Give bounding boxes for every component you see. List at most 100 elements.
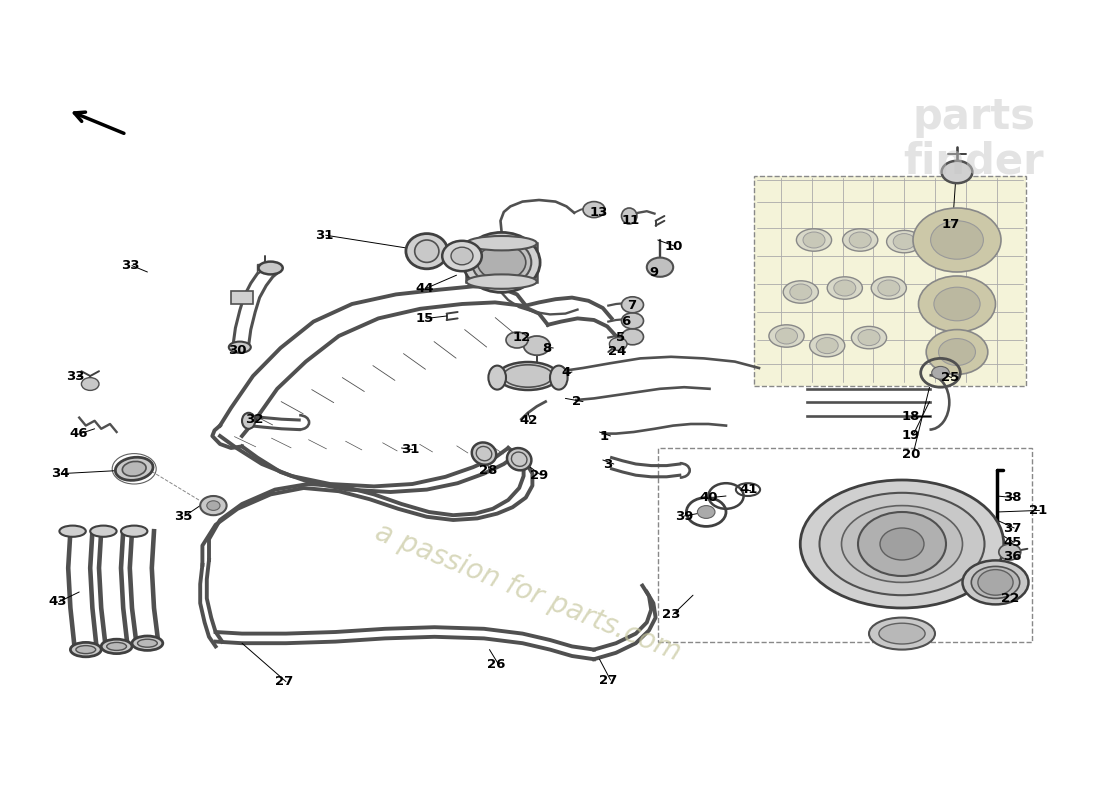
Circle shape xyxy=(583,202,605,218)
Text: 1: 1 xyxy=(600,430,608,442)
Ellipse shape xyxy=(842,506,962,582)
Ellipse shape xyxy=(851,326,887,349)
Text: 38: 38 xyxy=(1003,491,1022,504)
Bar xyxy=(466,243,537,282)
Ellipse shape xyxy=(59,526,86,537)
Ellipse shape xyxy=(121,526,147,537)
Ellipse shape xyxy=(488,366,506,390)
Text: 30: 30 xyxy=(228,344,246,357)
Text: 45: 45 xyxy=(1003,536,1022,549)
Text: 32: 32 xyxy=(245,413,264,426)
Ellipse shape xyxy=(107,642,126,650)
Ellipse shape xyxy=(497,362,558,390)
Text: 5: 5 xyxy=(616,331,625,344)
Text: 25: 25 xyxy=(940,371,959,384)
Circle shape xyxy=(207,501,220,510)
Ellipse shape xyxy=(796,229,832,251)
Text: 2: 2 xyxy=(572,395,581,408)
Ellipse shape xyxy=(415,240,439,262)
Text: a passion for parts.com: a passion for parts.com xyxy=(371,518,685,666)
Circle shape xyxy=(849,232,871,248)
Circle shape xyxy=(621,297,643,313)
Ellipse shape xyxy=(70,642,101,657)
Text: 17: 17 xyxy=(942,218,960,230)
Text: 24: 24 xyxy=(608,346,627,358)
Text: 13: 13 xyxy=(590,206,608,218)
Ellipse shape xyxy=(507,448,531,470)
Text: 46: 46 xyxy=(69,427,88,440)
Ellipse shape xyxy=(801,480,1003,608)
Ellipse shape xyxy=(843,229,878,251)
Circle shape xyxy=(934,287,980,321)
Text: 12: 12 xyxy=(513,331,531,344)
Ellipse shape xyxy=(442,241,482,271)
Circle shape xyxy=(790,284,812,300)
Ellipse shape xyxy=(550,366,568,390)
Ellipse shape xyxy=(466,274,537,289)
Ellipse shape xyxy=(132,636,163,650)
Ellipse shape xyxy=(229,342,251,353)
Circle shape xyxy=(647,258,673,277)
Text: 44: 44 xyxy=(416,282,434,294)
Ellipse shape xyxy=(90,526,117,537)
Circle shape xyxy=(834,280,856,296)
Ellipse shape xyxy=(962,560,1028,605)
Text: 3: 3 xyxy=(603,458,612,470)
Circle shape xyxy=(918,276,996,332)
Text: 42: 42 xyxy=(519,414,538,426)
Circle shape xyxy=(200,496,227,515)
Circle shape xyxy=(938,338,976,366)
Ellipse shape xyxy=(472,239,531,286)
Text: 8: 8 xyxy=(542,342,551,354)
Circle shape xyxy=(858,512,946,576)
Circle shape xyxy=(913,208,1001,272)
Ellipse shape xyxy=(810,334,845,357)
Ellipse shape xyxy=(971,566,1020,598)
Ellipse shape xyxy=(451,247,473,265)
Circle shape xyxy=(932,366,949,379)
Ellipse shape xyxy=(472,442,496,465)
Text: 28: 28 xyxy=(478,464,497,477)
Text: 21: 21 xyxy=(1028,504,1047,517)
Circle shape xyxy=(506,332,528,348)
Circle shape xyxy=(697,506,715,518)
Ellipse shape xyxy=(621,208,637,224)
Circle shape xyxy=(621,313,643,329)
Circle shape xyxy=(878,280,900,296)
Ellipse shape xyxy=(466,236,537,250)
Ellipse shape xyxy=(783,281,818,303)
Circle shape xyxy=(858,330,880,346)
Text: 4: 4 xyxy=(561,366,570,378)
Circle shape xyxy=(999,544,1021,560)
Bar xyxy=(754,176,1026,386)
Text: 23: 23 xyxy=(662,608,681,621)
Text: 34: 34 xyxy=(51,467,69,480)
Text: 29: 29 xyxy=(530,469,549,482)
Ellipse shape xyxy=(820,493,984,595)
Ellipse shape xyxy=(76,646,96,654)
Ellipse shape xyxy=(116,458,153,480)
Text: 33: 33 xyxy=(121,259,140,272)
Circle shape xyxy=(776,328,798,344)
Circle shape xyxy=(81,378,99,390)
Text: 40: 40 xyxy=(700,491,718,504)
Bar xyxy=(257,264,273,272)
Text: 27: 27 xyxy=(600,674,618,686)
Circle shape xyxy=(931,221,983,259)
Text: 10: 10 xyxy=(664,240,683,253)
Circle shape xyxy=(942,161,972,183)
Text: 20: 20 xyxy=(902,448,921,461)
Circle shape xyxy=(524,336,550,355)
Text: 41: 41 xyxy=(739,483,758,496)
Text: 26: 26 xyxy=(487,658,506,670)
Circle shape xyxy=(621,329,643,345)
Text: 18: 18 xyxy=(902,410,921,422)
Ellipse shape xyxy=(258,262,283,274)
Text: 27: 27 xyxy=(275,675,294,688)
Text: 36: 36 xyxy=(1003,550,1022,562)
Ellipse shape xyxy=(406,234,448,269)
Text: 31: 31 xyxy=(402,443,420,456)
Bar xyxy=(231,291,253,304)
Text: 35: 35 xyxy=(174,510,192,522)
Text: 43: 43 xyxy=(48,595,67,608)
